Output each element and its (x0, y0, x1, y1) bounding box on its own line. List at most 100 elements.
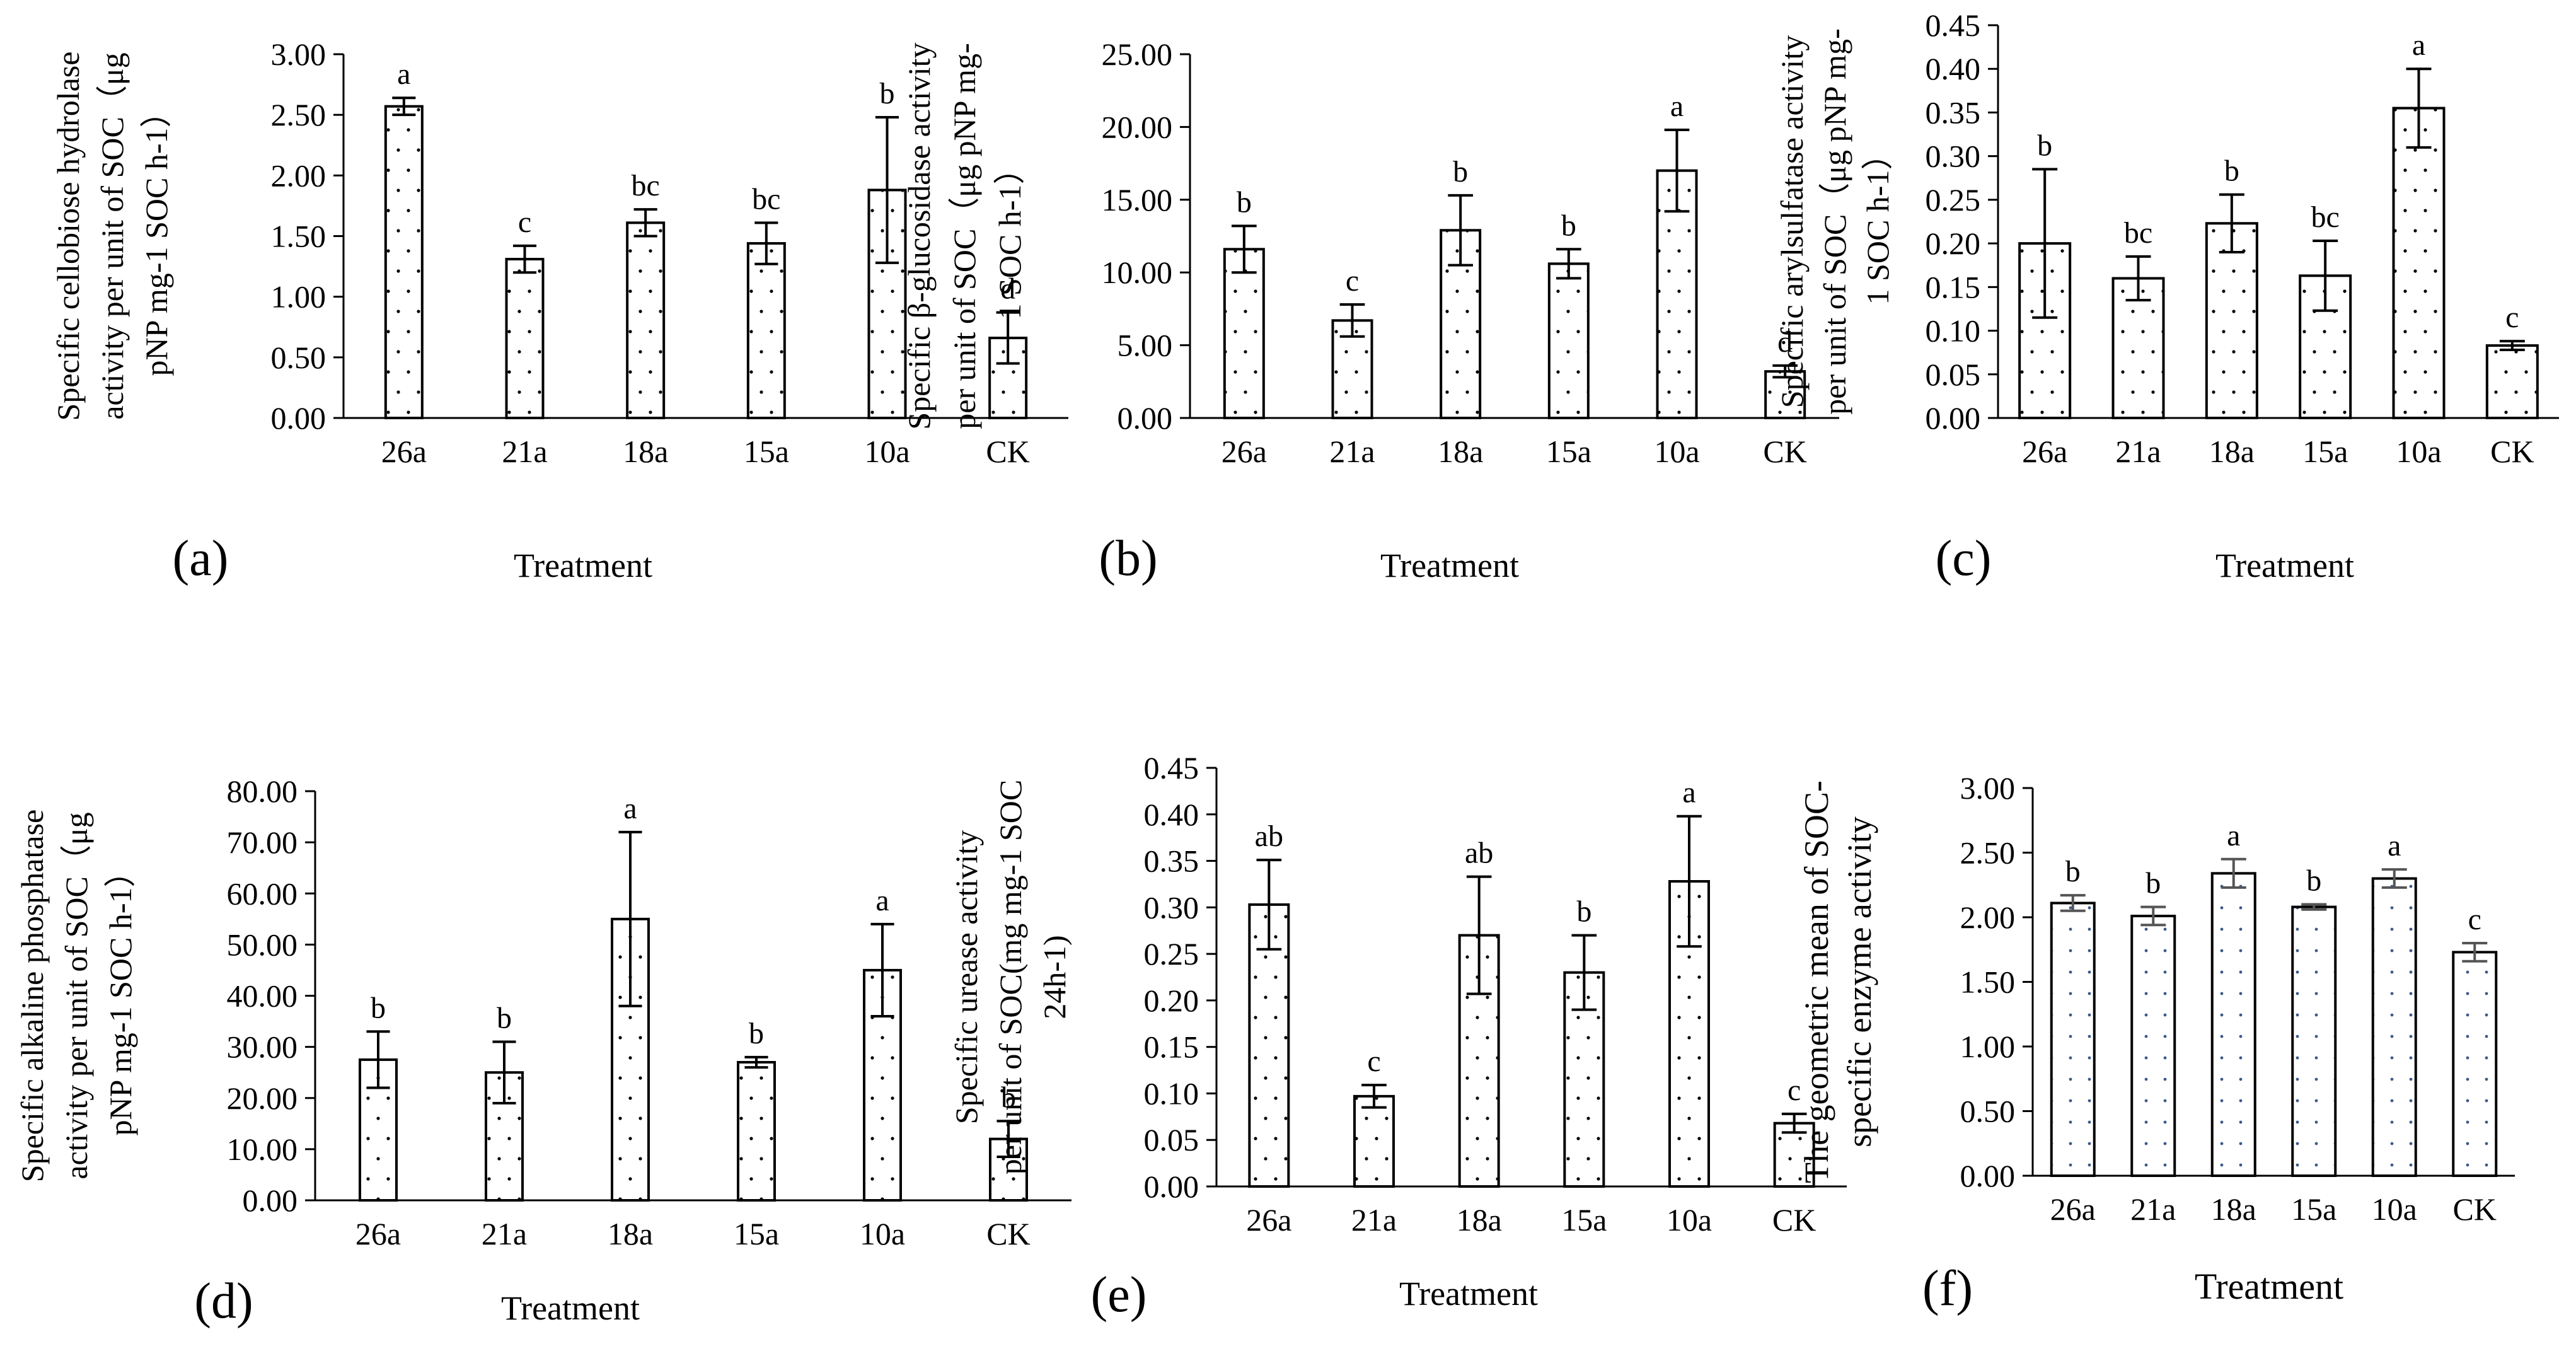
x-tick-label: CK (2490, 434, 2534, 469)
y-tick-label: 1.00 (1960, 1029, 2016, 1064)
y-tick-label: 2.00 (271, 158, 326, 193)
x-tick-label: CK (986, 434, 1029, 469)
x-tick-label: 10a (1666, 1202, 1712, 1238)
significance-letter: c (1346, 264, 1359, 298)
y-axis-title-line: per unit of SOC（μg pNP mg- (947, 43, 982, 429)
y-tick-label: 15.00 (1102, 182, 1173, 217)
significance-letter: a (2412, 28, 2425, 62)
x-tick-label: 18a (623, 434, 668, 469)
significance-letter: a (2227, 819, 2240, 852)
bar-pattern (1250, 905, 1288, 1185)
x-axis-title: Treatment (501, 1289, 640, 1327)
y-tick-label: 25.00 (1102, 37, 1173, 72)
significance-letter: bc (2311, 200, 2340, 234)
bar-pattern (2488, 347, 2536, 417)
y-axis-title-line: activity per unit of SOC（μg (59, 812, 94, 1179)
bar-pattern (1225, 250, 1262, 417)
chart-panel-d: 0.00 10.00 20.00 30.00 40.00 50.00 60.00 70.00 8… (14, 774, 1071, 1329)
y-tick-label: 20.00 (1102, 109, 1173, 144)
x-tick-label: 10a (1654, 434, 1699, 469)
significance-letter: a (875, 884, 889, 917)
y-tick-label: 0.20 (1144, 983, 1199, 1018)
significance-letter: b (749, 1017, 764, 1050)
x-tick-label: 10a (860, 1216, 905, 1251)
x-tick-label: 10a (864, 434, 910, 469)
y-tick-label: 10.00 (1102, 255, 1173, 290)
significance-letter: c (2468, 903, 2481, 936)
bar-pattern (749, 245, 783, 417)
x-tick-label: 26a (2050, 1192, 2096, 1227)
bar-pattern (2207, 224, 2256, 417)
y-tick-label: 60.00 (227, 876, 298, 911)
significance-letter: ab (1255, 820, 1283, 853)
y-tick-label: 0.30 (1144, 890, 1199, 925)
significance-letter: b (1001, 1081, 1016, 1114)
significance-letter: b (1576, 895, 1591, 929)
bar-pattern (628, 224, 663, 417)
significance-letter: d (1000, 272, 1015, 306)
y-tick-label: 20.00 (227, 1081, 298, 1116)
y-tick-label: 2.50 (271, 97, 326, 132)
y-tick-label: 0.00 (1926, 400, 1981, 436)
y-tick-label: 0.25 (1144, 936, 1199, 971)
y-axis-title: Specific urease activity per unit of SOC(… (949, 780, 1072, 1174)
y-tick-label: 0.40 (1144, 797, 1199, 832)
y-tick-label: 50.00 (227, 927, 298, 962)
bar-pattern (1767, 373, 1804, 417)
y-axis-title: Specific β-glucosidase activity per unit … (901, 42, 1027, 429)
significance-letter: c (518, 206, 531, 239)
bar-pattern (1776, 1124, 1813, 1185)
y-axis-title-line: pNP mg-1 SOC h-1） (103, 855, 138, 1135)
significance-letter: c (1367, 1045, 1380, 1078)
y-axis-title-line: Specific urease activity (949, 830, 984, 1124)
y-tick-label: 0.00 (1144, 1169, 1199, 1204)
x-tick-label: 15a (2291, 1192, 2336, 1227)
x-axis-title: Treatment (2215, 547, 2354, 584)
panel-label: (f) (1922, 1261, 1973, 1316)
y-axis-title-line: per unit of SOC(mg mg-1 SOC (993, 780, 1028, 1174)
y-axis-title-line: 1 SOC h-1） (1860, 139, 1895, 305)
x-tick-label: 10a (2372, 1192, 2417, 1227)
significance-letter: b (1453, 155, 1468, 188)
x-tick-label: 26a (1246, 1202, 1291, 1238)
x-tick-label: 26a (2022, 434, 2067, 469)
x-tick-label: 15a (2302, 434, 2348, 469)
x-tick-label: CK (2453, 1192, 2497, 1227)
y-axis-title: Specific cellobiose hydrolase activity pe… (50, 52, 174, 421)
y-tick-label: 0.25 (1926, 182, 1981, 217)
y-axis-title-line: activity per unit of SOC（μg (95, 52, 130, 419)
x-tick-label: CK (1763, 434, 1806, 469)
y-tick-label: 70.00 (227, 825, 298, 860)
significance-letter: a (623, 792, 637, 825)
x-tick-label: 21a (1351, 1202, 1397, 1238)
y-axis-title-line: per unit of SOC（μg pNP mg- (1817, 28, 1852, 414)
significance-letter: b (497, 1002, 512, 1035)
y-tick-label: 1.50 (1960, 965, 2016, 1000)
panel-label: (a) (173, 531, 229, 586)
y-tick-label: 0.45 (1144, 750, 1199, 786)
bar-pattern (1658, 171, 1695, 417)
y-axis-title-line: Specific arylsulfatase activity (1774, 35, 1810, 408)
chart-panel-c: 0.00 0.05 0.10 0.15 0.20 0.25 0.30 0.35 0.40 0.45… (1774, 8, 2559, 586)
x-axis-title: Treatment (1380, 547, 1519, 584)
y-tick-label: 0.10 (1144, 1076, 1199, 1111)
y-tick-label: 0.15 (1926, 269, 1981, 304)
bar-pattern (2374, 879, 2415, 1174)
x-tick-label: 26a (381, 434, 427, 469)
x-axis-title: Treatment (1399, 1275, 1538, 1313)
significance-letter: ab (1465, 837, 1493, 870)
y-axis-title-line: Specific alkaline phosphatase (14, 809, 50, 1182)
y-axis-title-line: Specific cellobiose hydrolase (50, 52, 86, 421)
significance-letter: b (2306, 864, 2321, 898)
significance-letter: b (2224, 154, 2239, 188)
x-tick-label: 15a (1561, 1202, 1607, 1238)
y-axis-title: Specific arylsulfatase activity per unit … (1774, 28, 1895, 414)
y-tick-label: 0.00 (271, 400, 326, 436)
y-axis-title: Specific alkaline phosphatase activity pe… (14, 809, 138, 1182)
bar-pattern (2052, 904, 2093, 1174)
bar-pattern (507, 260, 542, 417)
y-tick-label: 1.00 (271, 279, 326, 315)
x-tick-label: 15a (744, 434, 789, 469)
significance-letter: a (397, 57, 410, 91)
bar-pattern (2133, 917, 2174, 1174)
